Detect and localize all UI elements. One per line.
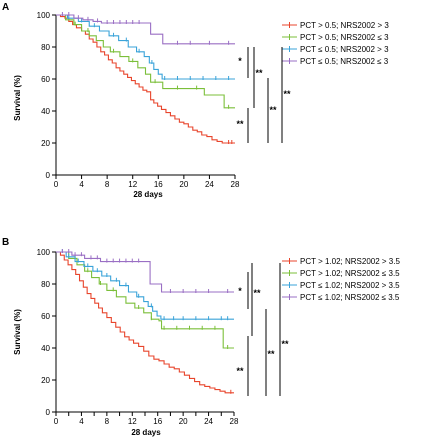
panel-b-significance-label-4: **: [281, 339, 289, 349]
panel-b-y-tick-label: 20: [41, 376, 50, 385]
panel-b-axes: 0 20 40 60 80 100 0 4 8 12 16 20 24 28: [37, 248, 239, 426]
panel-b-y-tick-label: 80: [41, 280, 50, 289]
panel-a-x-tick-label: 8: [105, 180, 110, 189]
panel-b: B 28 days Survival (%) 0 20 40 60 80 100 0 4 8 12…: [2, 237, 400, 437]
panel-b-x-tick-label: 8: [105, 417, 110, 426]
panel-a-significance-label-3: **: [269, 105, 277, 115]
panel-a-legend-label-3: PCT ≤ 0.5; NRS2002 > 3: [300, 45, 389, 54]
panel-a-series-1-line: [56, 14, 235, 144]
panel-a-x-tick-label: 28: [231, 180, 240, 189]
panel-a-significance-label-2: **: [255, 68, 263, 78]
panel-a-x-tick-label: 20: [179, 180, 188, 189]
panel-b-x-tick-label: 12: [128, 417, 137, 426]
panel-b-series-1-line: [56, 251, 234, 394]
panel-b-series-2-line: [56, 251, 234, 349]
panel-b-x-tick-label: 20: [179, 417, 188, 426]
panel-a-x-tick-label: 24: [205, 180, 214, 189]
panel-b-y-axis-title: Survival (%): [13, 309, 22, 355]
panel-b-significance: * ********: [236, 263, 289, 396]
panel-b-y-tick-label: 60: [41, 312, 50, 321]
panel-a-series-2-line: [56, 14, 235, 109]
panel-a-legend-label-4: PCT ≤ 0.5; NRS2002 ≤ 3: [300, 57, 389, 66]
panel-b-x-tick-label: 0: [54, 417, 59, 426]
panel-b-legend-label-4: PCT ≤ 1.02; NRS2002 ≤ 3.5: [300, 293, 400, 302]
panel-a-legend-label-1: PCT > 0.5; NRS2002 > 3: [300, 21, 389, 30]
panel-a-legend: PCT > 0.5; NRS2002 > 3 PCT > 0.5; NRS2002…: [282, 21, 389, 66]
panel-a-legend-label-2: PCT > 0.5; NRS2002 ≤ 3: [300, 33, 389, 42]
panel-a-series-3-line: [56, 14, 235, 80]
panel-b-y-tick-label: 0: [46, 408, 51, 417]
panel-b-y-tick-label: 100: [37, 248, 51, 257]
panel-a-y-tick-label: 60: [41, 75, 50, 84]
panel-b-letter: B: [2, 237, 9, 248]
panel-a-y-tick-label: 40: [41, 107, 50, 116]
panel-b-x-tick-label: 28: [230, 417, 239, 426]
panel-a-y-tick-label: 100: [37, 11, 51, 20]
panel-a-letter: A: [2, 2, 9, 13]
panel-a-curves: [56, 12, 235, 144]
panel-a-significance-label-1: *: [238, 56, 242, 66]
panel-a-y-tick-label: 80: [41, 43, 50, 52]
panel-b-y-tick-label: 40: [41, 344, 50, 353]
panel-b-legend-label-3: PCT ≤ 1.02; NRS2002 > 3.5: [300, 281, 400, 290]
panel-b-x-tick-label: 4: [79, 417, 84, 426]
panel-a-x-axis-title: 28 days: [133, 190, 163, 199]
panel-b-x-tick-label: 16: [153, 417, 162, 426]
panel-b-significance-label-1: *: [238, 286, 242, 296]
panel-b-legend-label-1: PCT > 1.02; NRS2002 > 3.5: [300, 257, 400, 266]
panel-a-y-tick-label: 0: [46, 171, 51, 180]
panel-b-x-tick-label: 24: [204, 417, 213, 426]
panel-a-axes: 0 20 40 60 80 100 0 4 8 12 16 20 24 28: [37, 11, 240, 189]
panel-b-significance-label-5: **: [236, 366, 244, 376]
panel-b-significance-label-2: **: [253, 288, 261, 298]
panel-a-y-axis-title: Survival (%): [13, 75, 22, 121]
panel-b-curves: [56, 249, 234, 394]
panel-a-x-tick-label: 4: [79, 180, 84, 189]
panel-a: A 28 days Survival (%) 0 20 40 60 80 100 0 4 8 12…: [2, 2, 389, 199]
panel-a-significance: *********: [236, 47, 291, 143]
panel-a-x-tick-label: 0: [54, 180, 59, 189]
panel-a-significance-label-5: **: [236, 119, 244, 129]
panel-b-significance-label-3: **: [267, 349, 275, 359]
panel-a-x-tick-label: 12: [128, 180, 137, 189]
panel-a-significance-label-4: **: [283, 89, 291, 99]
panel-a-series-4-line: [56, 14, 235, 45]
panel-b-legend: PCT > 1.02; NRS2002 > 3.5 PCT > 1.02; NRS…: [282, 257, 400, 302]
panel-b-series-4-line: [56, 251, 234, 293]
panel-b-series-3-line: [56, 251, 234, 320]
panel-a-y-tick-label: 20: [41, 139, 50, 148]
panel-b-x-axis-title: 28 days: [131, 428, 161, 437]
panel-a-x-tick-label: 16: [154, 180, 163, 189]
panel-b-legend-label-2: PCT > 1.02; NRS2002 ≤ 3.5: [300, 269, 400, 278]
